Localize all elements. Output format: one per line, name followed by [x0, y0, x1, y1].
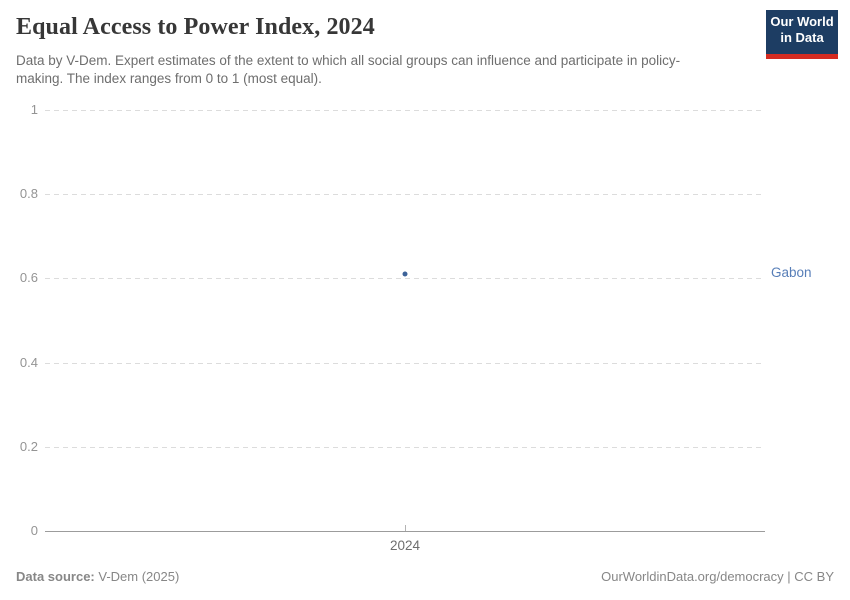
- x-axis-tick-label: 2024: [389, 538, 421, 553]
- gridline: [45, 194, 765, 196]
- data-source: Data source: V-Dem (2025): [16, 569, 179, 584]
- x-axis-line: [45, 531, 765, 532]
- gridline: [45, 446, 765, 448]
- data-source-value: V-Dem (2025): [98, 569, 180, 584]
- chart-subtitle: Data by V-Dem. Expert estimates of the e…: [16, 53, 681, 86]
- x-axis-tick: [405, 525, 406, 531]
- attribution-link[interactable]: OurWorldinData.org/democracy | CC BY: [601, 569, 834, 584]
- gridline: [45, 362, 765, 364]
- y-axis-tick-label: 0.2: [19, 438, 38, 454]
- entity-label-gabon[interactable]: Gabon: [771, 265, 812, 281]
- owid-logo-line1: Our World: [770, 14, 834, 29]
- owid-logo-line2: in Data: [780, 30, 824, 45]
- gridline: [45, 278, 765, 280]
- gridline: [45, 110, 765, 111]
- data-point-gabon[interactable]: [402, 271, 408, 277]
- data-source-label: Data source:: [16, 569, 95, 584]
- y-axis-tick-label: 0.4: [19, 354, 38, 370]
- owid-logo[interactable]: Our World in Data: [766, 10, 838, 59]
- page-title: Equal Access to Power Index, 2024: [16, 14, 375, 40]
- y-axis-tick-label: 0.6: [19, 270, 38, 286]
- y-axis-tick-label: 0.8: [19, 186, 38, 202]
- y-axis-tick-label: 1: [30, 102, 38, 117]
- y-axis-tick-label: 0: [30, 523, 38, 538]
- chart-footer: Data source: V-Dem (2025) OurWorldinData…: [16, 569, 834, 584]
